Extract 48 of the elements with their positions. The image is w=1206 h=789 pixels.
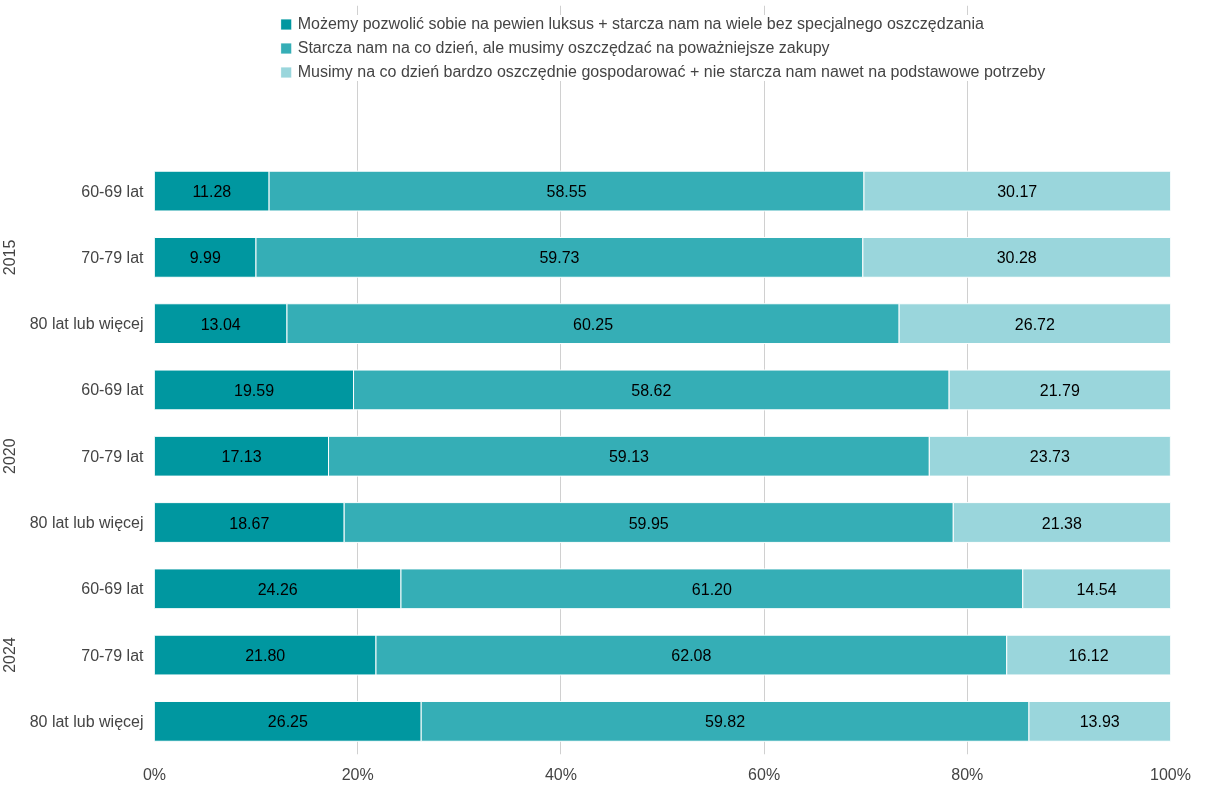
data-label: 26.72 <box>1014 315 1055 333</box>
text: 2015 <box>1 239 19 276</box>
data-label: 59.95 <box>628 514 669 532</box>
data-label: 21.38 <box>1041 514 1083 532</box>
data-label: 9.99 <box>189 249 221 267</box>
data-label: 18.67 <box>229 514 270 532</box>
x-tick-label: 40% <box>544 765 577 783</box>
y-tick-label: 70-79 lat <box>81 447 145 465</box>
data-label: 23.73 <box>1029 448 1070 466</box>
y-tick-label: 60-69 lat <box>81 381 145 399</box>
y-tick-label: 60-69 lat <box>81 580 145 598</box>
data-label: 58.62 <box>631 381 672 399</box>
data-label: 17.13 <box>221 448 262 466</box>
data-label: 24.26 <box>257 580 298 598</box>
y-tick-label: 80 lat lub więcej <box>29 514 144 532</box>
data-label: 60.25 <box>573 315 614 333</box>
data-label: 59.13 <box>608 448 650 466</box>
data-label: 30.17 <box>997 183 1038 201</box>
x-tick-label: 0% <box>142 765 167 783</box>
y-tick-label: 60-69 lat <box>81 182 145 200</box>
x-tick-label: 80% <box>951 765 984 783</box>
x-tick-label: 60% <box>748 765 781 783</box>
text: 2020 <box>1 438 19 475</box>
data-label: 16.12 <box>1068 647 1109 665</box>
data-label: 30.28 <box>996 249 1037 267</box>
data-label: 58.55 <box>546 183 587 201</box>
x-tick-label: 100% <box>1150 765 1191 783</box>
legend-label: Starcza nam na co dzień, ale musimy oszczędzać na poważniejsze zakupy <box>297 39 830 57</box>
data-label: 59.73 <box>539 249 580 267</box>
text: 2024 <box>1 637 19 673</box>
data-label: 11.28 <box>192 183 232 201</box>
data-label: 21.79 <box>1039 381 1080 399</box>
legend-label: Musimy na co dzień bardzo oszczędnie gospodarować + nie starcza nam nawet na podstawowe potrzeby <box>297 63 1046 81</box>
y-tick-label: 70-79 lat <box>81 248 145 266</box>
data-label: 21.80 <box>245 647 286 665</box>
data-label: 61.20 <box>691 580 732 598</box>
data-label: 13.04 <box>200 315 241 333</box>
data-label: 59.82 <box>705 713 746 731</box>
legend-label: Możemy pozwolić sobie na pewien luksus + starcza nam na wiele bez specjalnego oszczędzania <box>297 15 984 33</box>
y-tick-label: 70-79 lat <box>81 646 145 664</box>
y-tick-label: 80 lat lub więcej <box>29 315 144 333</box>
data-label: 13.93 <box>1079 713 1120 731</box>
y-tick-label: 80 lat lub więcej <box>29 712 144 730</box>
data-label: 19.59 <box>234 381 275 399</box>
x-tick-label: 20% <box>341 765 374 783</box>
data-label: 62.08 <box>671 647 712 665</box>
data-label: 14.54 <box>1076 580 1117 598</box>
data-label: 26.25 <box>267 713 308 731</box>
